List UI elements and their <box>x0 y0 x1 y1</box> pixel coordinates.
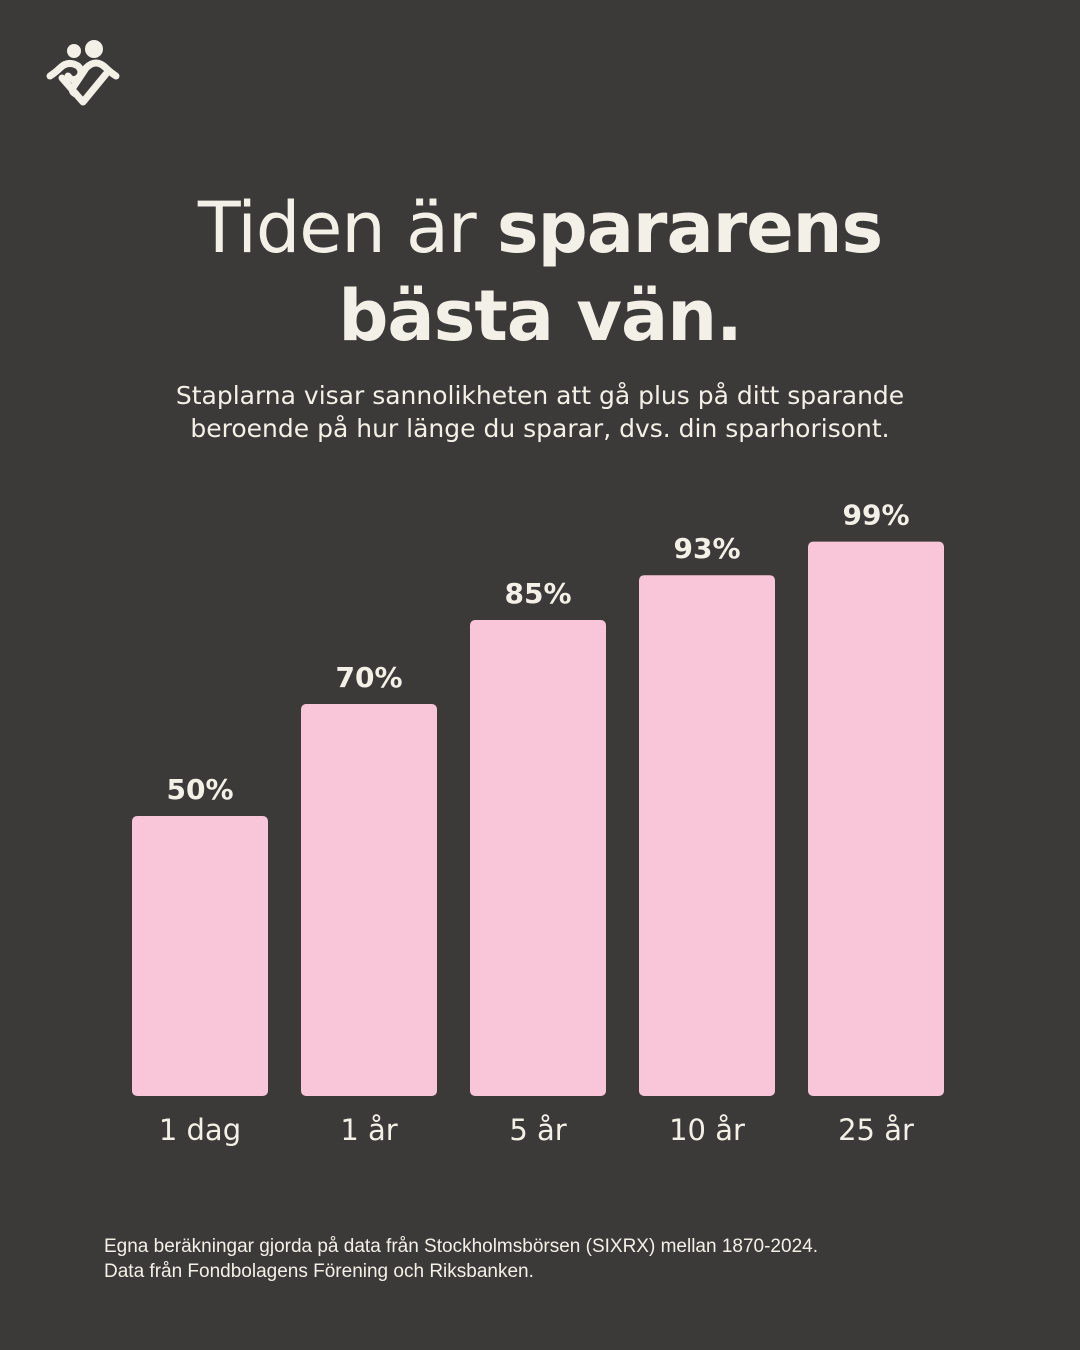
data-label: 50% <box>166 773 233 806</box>
category-label: 10 år <box>669 1113 745 1147</box>
title-line-2: bästa vän. <box>338 275 742 357</box>
heart-people-logo-icon <box>46 40 120 106</box>
title-bold-1: spararens <box>496 187 883 269</box>
data-label: 99% <box>842 499 909 532</box>
bar-1 <box>132 816 268 1096</box>
data-label: 70% <box>335 661 402 694</box>
category-label: 5 år <box>509 1113 566 1147</box>
category-label: 1 år <box>340 1113 397 1147</box>
footer-line-1: Egna beräkningar gjorda på data från Sto… <box>104 1236 818 1257</box>
category-label: 1 dag <box>159 1113 241 1147</box>
bar-chart: 50% 1 dag 70% 1 år 85% 5 år 93% 10 år 99% 25 år <box>132 499 944 1147</box>
footer-line-2: Data från Fondbolagens Förening och Riks… <box>104 1261 534 1282</box>
bar-3 <box>470 620 606 1096</box>
data-label: 85% <box>504 577 571 610</box>
footer: Egna beräkningar gjorda på data från Sto… <box>104 1234 818 1284</box>
title-line-1: Tiden är spararens <box>0 184 1080 272</box>
bar-5 <box>808 541 944 1096</box>
title-light: Tiden är <box>197 187 497 269</box>
bar-4 <box>639 575 775 1096</box>
category-label: 25 år <box>838 1113 914 1147</box>
subtitle: Staplarna visar sannolikheten att gå plu… <box>175 381 905 443</box>
bar-2 <box>301 704 437 1096</box>
data-label: 93% <box>673 532 740 565</box>
